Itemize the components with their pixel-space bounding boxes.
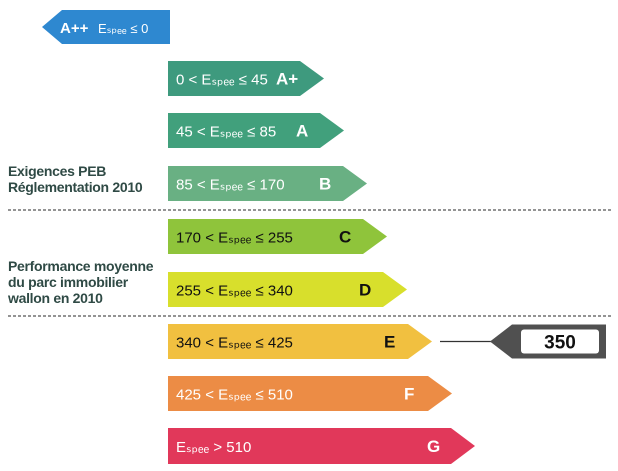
band-a-letter: A — [296, 122, 308, 141]
band-aplus-arrow — [168, 61, 324, 96]
band-c-range: 170 < Eₛₚₑₑ ≤ 255 — [176, 230, 293, 247]
perf-label-line-2: du parc immobilier — [8, 274, 128, 290]
band-e-arrow — [168, 324, 432, 359]
band-aplusplus-arrow — [42, 10, 170, 44]
band-aplus-letter: A+ — [276, 70, 298, 89]
perf-label-line-3: wallon en 2010 — [8, 290, 103, 306]
band-f-letter: F — [404, 385, 414, 404]
band-f: 425 < Eₛₚₑₑ ≤ 510 F — [168, 376, 452, 411]
indicator-value: 350 — [544, 333, 576, 354]
band-aplusplus-range: Eₛₚₑₑ ≤ 0 — [98, 21, 148, 36]
band-g-arrow — [168, 428, 475, 464]
band-g-range: Eₛₚₑₑ > 510 — [176, 439, 251, 456]
value-indicator: 350 — [440, 324, 606, 359]
band-b-range: 85 < Eₛₚₑₑ ≤ 170 — [176, 177, 285, 194]
band-aplusplus: Eₛₚₑₑ ≤ 0 A++ — [42, 10, 170, 44]
band-c-letter: C — [339, 228, 351, 247]
band-c-arrow — [168, 219, 387, 254]
peb-label-line-2: Réglementation 2010 — [8, 179, 143, 195]
band-d-arrow — [168, 272, 407, 307]
perf-label-line-1: Performance moyenne — [8, 258, 154, 274]
band-f-range: 425 < Eₛₚₑₑ ≤ 510 — [176, 387, 293, 404]
band-b: 85 < Eₛₚₑₑ ≤ 170 B — [168, 166, 367, 201]
band-b-letter: B — [319, 175, 331, 194]
band-a-arrow — [168, 113, 344, 148]
band-f-arrow — [168, 376, 452, 411]
band-e: 340 < Eₛₚₑₑ ≤ 425 E — [168, 324, 432, 359]
band-c: 170 < Eₛₚₑₑ ≤ 255 C — [168, 219, 387, 254]
band-e-letter: E — [384, 333, 395, 352]
band-a: 45 < Eₛₚₑₑ ≤ 85 A — [168, 113, 344, 148]
band-aplus: 0 < Eₛₚₑₑ ≤ 45 A+ — [168, 61, 324, 96]
band-g-letter: G — [427, 437, 440, 456]
band-aplusplus-letter: A++ — [60, 20, 89, 37]
band-e-range: 340 < Eₛₚₑₑ ≤ 425 — [176, 335, 293, 352]
band-a-range: 45 < Eₛₚₑₑ ≤ 85 — [176, 124, 276, 141]
band-d-range: 255 < Eₛₚₑₑ ≤ 340 — [176, 283, 293, 300]
peb-requirements-label: Exigences PEB Réglementation 2010 — [8, 163, 143, 195]
peb-label-line-1: Exigences PEB — [8, 163, 107, 179]
band-b-arrow — [168, 166, 367, 201]
band-d: 255 < Eₛₚₑₑ ≤ 340 D — [168, 272, 407, 307]
band-g: Eₛₚₑₑ > 510 G — [168, 428, 475, 464]
band-d-letter: D — [359, 281, 371, 300]
band-aplus-range: 0 < Eₛₚₑₑ ≤ 45 — [176, 72, 268, 89]
average-performance-label: Performance moyenne du parc immobilier w… — [8, 258, 154, 306]
indicator-value-box — [521, 329, 599, 354]
